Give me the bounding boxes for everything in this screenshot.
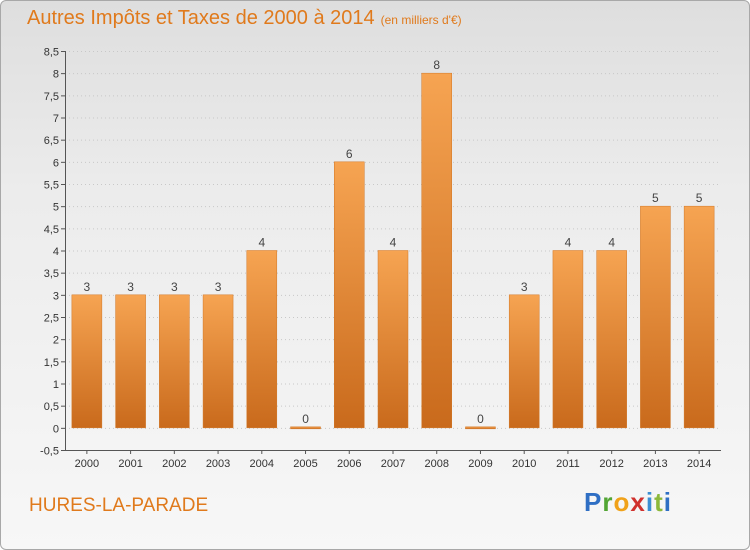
x-tick-label: 2004 [250,458,274,470]
x-tick-label: 2005 [293,458,317,470]
y-tick-label: 5 [53,202,59,214]
y-tick-label: -0,5 [40,446,59,458]
data-label: 6 [346,147,353,161]
data-label: 3 [521,280,528,294]
x-tick-label: 2014 [687,458,711,470]
chart-title: Autres Impôts et Taxes de 2000 à 2014 (en… [27,7,462,30]
y-tick-label: 6 [53,157,59,169]
bar [640,205,671,429]
y-tick-label: 0 [53,423,59,435]
logo-letter: r [602,487,614,517]
x-tick-label: 2001 [118,458,142,470]
data-label: 3 [127,280,134,294]
logo-letter: i [663,487,672,517]
logo-letter: i [645,487,655,517]
bar [290,426,321,430]
data-label: 3 [84,280,91,294]
data-label: 5 [652,191,659,205]
bar [552,250,584,429]
x-tick-label: 2011 [556,458,580,470]
data-label: 4 [258,236,265,250]
x-tick-label: 2010 [512,458,536,470]
logo-letter: x [630,487,646,517]
x-tick-label: 2013 [643,458,667,470]
y-tick-label: 3,5 [44,268,59,280]
bar [683,205,715,429]
bar [246,250,278,429]
data-label: 0 [477,412,484,426]
bar [508,294,540,429]
bar [377,250,409,429]
x-tick-label: 2012 [599,458,623,470]
y-tick-label: 7,5 [44,91,59,103]
data-label: 0 [302,412,309,426]
bar [596,250,627,429]
y-tick-label: 5,5 [44,180,59,192]
y-tick-label: 6,5 [44,135,59,147]
bar [465,426,496,430]
logo-letter: t [654,487,664,517]
data-label: 4 [565,236,572,250]
data-labels: 3 3 3 3 4 0 6 4 8 0 3 4 4 5 5 [84,58,703,426]
data-label: 3 [171,280,178,294]
proxiti-logo: Proxiti [584,487,672,518]
bar [421,72,452,429]
bar [71,294,103,429]
y-tick-label: 2 [53,335,59,347]
logo-letter: P [584,487,603,517]
data-label: 8 [433,58,440,72]
x-tick-label: 2006 [337,458,361,470]
bars [71,72,715,430]
y-tick-label: 2,5 [44,313,59,325]
y-tick-label: 4 [53,246,59,258]
y-tick-label: 7 [53,113,59,125]
commune-name: HURES-LA-PARADE [29,495,209,516]
bar [115,294,146,429]
bar [334,161,365,429]
y-tick-label: 3 [53,290,59,302]
data-label: 4 [390,236,397,250]
bar [202,294,234,429]
x-tick-label: 2008 [424,458,448,470]
chart-title-unit: (en milliers d'€) [380,13,462,27]
chart-title-main: Autres Impôts et Taxes de 2000 à 2014 [27,7,375,29]
y-tick-label: 8 [53,69,59,81]
x-tick-label: 2003 [206,458,230,470]
x-tick-label: 2000 [75,458,99,470]
logo-letter: o [613,487,631,517]
data-label: 4 [608,236,615,250]
x-tick-label: 2009 [468,458,492,470]
bar [159,294,190,429]
data-label: 3 [215,280,222,294]
data-label: 5 [696,191,703,205]
y-tick-label: 8,5 [44,47,59,59]
y-tick-label: 1,5 [44,357,59,369]
x-tick-label: 2007 [381,458,405,470]
y-tick-label: 4,5 [44,224,59,236]
y-tick-label: 1 [53,379,59,391]
y-tick-label: 0,5 [44,401,59,413]
x-tick-label: 2002 [162,458,186,470]
axes: -0,5 0 0,5 1 1,5 2 2,5 3 3,5 4 4,5 5 5,5 6 6,5 7 7,5 8 8,5… [40,47,721,470]
